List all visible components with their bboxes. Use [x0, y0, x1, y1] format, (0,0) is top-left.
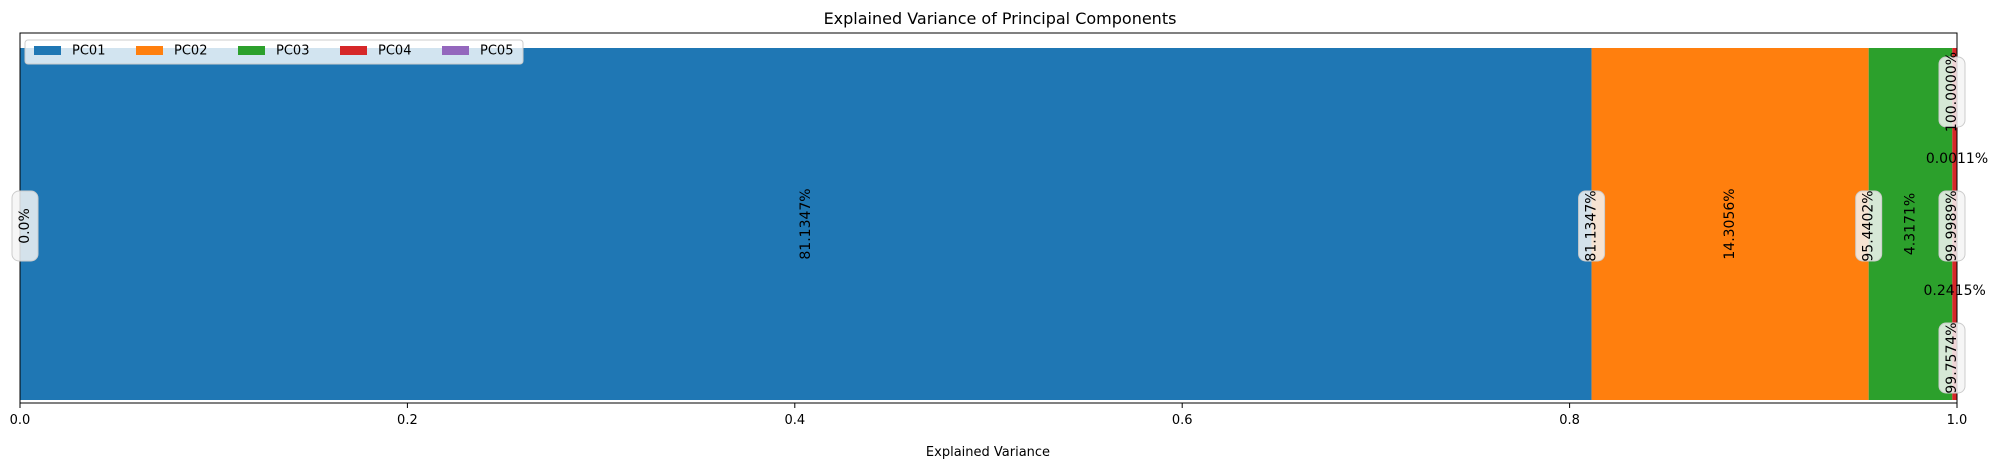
legend-swatch-pc02 [136, 46, 163, 55]
bar-segments [20, 48, 1958, 400]
cumulative-label: 99.7574% [1944, 322, 1960, 393]
x-tick-label: 0.2 [397, 413, 418, 428]
segment-label-pc04: 0.2415% [1923, 283, 1985, 299]
legend-swatch-pc01 [34, 46, 61, 55]
legend: PC01 PC02 PC03 PC04 PC05 [24, 39, 524, 65]
legend-label-pc01: PC01 [72, 44, 105, 59]
cumulative-label-box [1855, 190, 1883, 262]
legend-swatch-pc05 [442, 46, 469, 55]
bar-pc01 [20, 48, 1592, 400]
x-tick-label: 0.8 [1559, 413, 1580, 428]
legend-label-pc02: PC02 [174, 44, 207, 59]
cumulative-label: 100.0000% [1944, 52, 1960, 132]
x-axis-label: Explained Variance [926, 445, 1050, 460]
cumulative-label-box [1938, 322, 1966, 394]
bar-pc03 [1868, 48, 1953, 400]
cumulative-label-box [1578, 190, 1606, 262]
segment-label-pc03: 4.3171% [1902, 193, 1918, 255]
legend-label-pc04: PC04 [378, 44, 411, 59]
cumulative-label: 81.1347% [1584, 190, 1600, 261]
cumulative-label-box [1938, 190, 1966, 262]
x-tick-label: 0.6 [1172, 413, 1193, 428]
cumulative-label-box [1938, 56, 1966, 128]
segment-label-pc02: 14.3056% [1722, 188, 1738, 259]
segment-labels: 81.1347% 14.3056% 4.3171% 0.2415% 0.0011% [798, 151, 1988, 299]
cumulative-label: 99.9989% [1944, 190, 1960, 261]
cumulative-label: 0.0% [17, 208, 33, 244]
x-tick-label: 0.0 [10, 413, 31, 428]
cumulative-labels: 0.0% 81.1347% 95.4402% 99.7574% 99.9989% 100.… [11, 52, 1966, 394]
chart-title: Explained Variance of Principal Componen… [824, 9, 1177, 28]
cumulative-label-box [11, 190, 39, 262]
bar-pc02 [1591, 48, 1869, 400]
x-axis-ticks: 0.0 0.2 0.4 0.6 0.8 1.0 [10, 403, 1968, 428]
segment-label-pc05: 0.0011% [1926, 151, 1988, 167]
x-tick-label: 1.0 [1947, 413, 1968, 428]
legend-label-pc03: PC03 [276, 44, 309, 59]
x-tick-label: 0.4 [784, 413, 805, 428]
cumulative-label: 95.4402% [1861, 190, 1877, 261]
legend-swatch-pc04 [340, 46, 367, 55]
segment-label-pc01: 81.1347% [798, 188, 814, 259]
legend-label-pc05: PC05 [480, 44, 513, 59]
legend-swatch-pc03 [238, 46, 265, 55]
